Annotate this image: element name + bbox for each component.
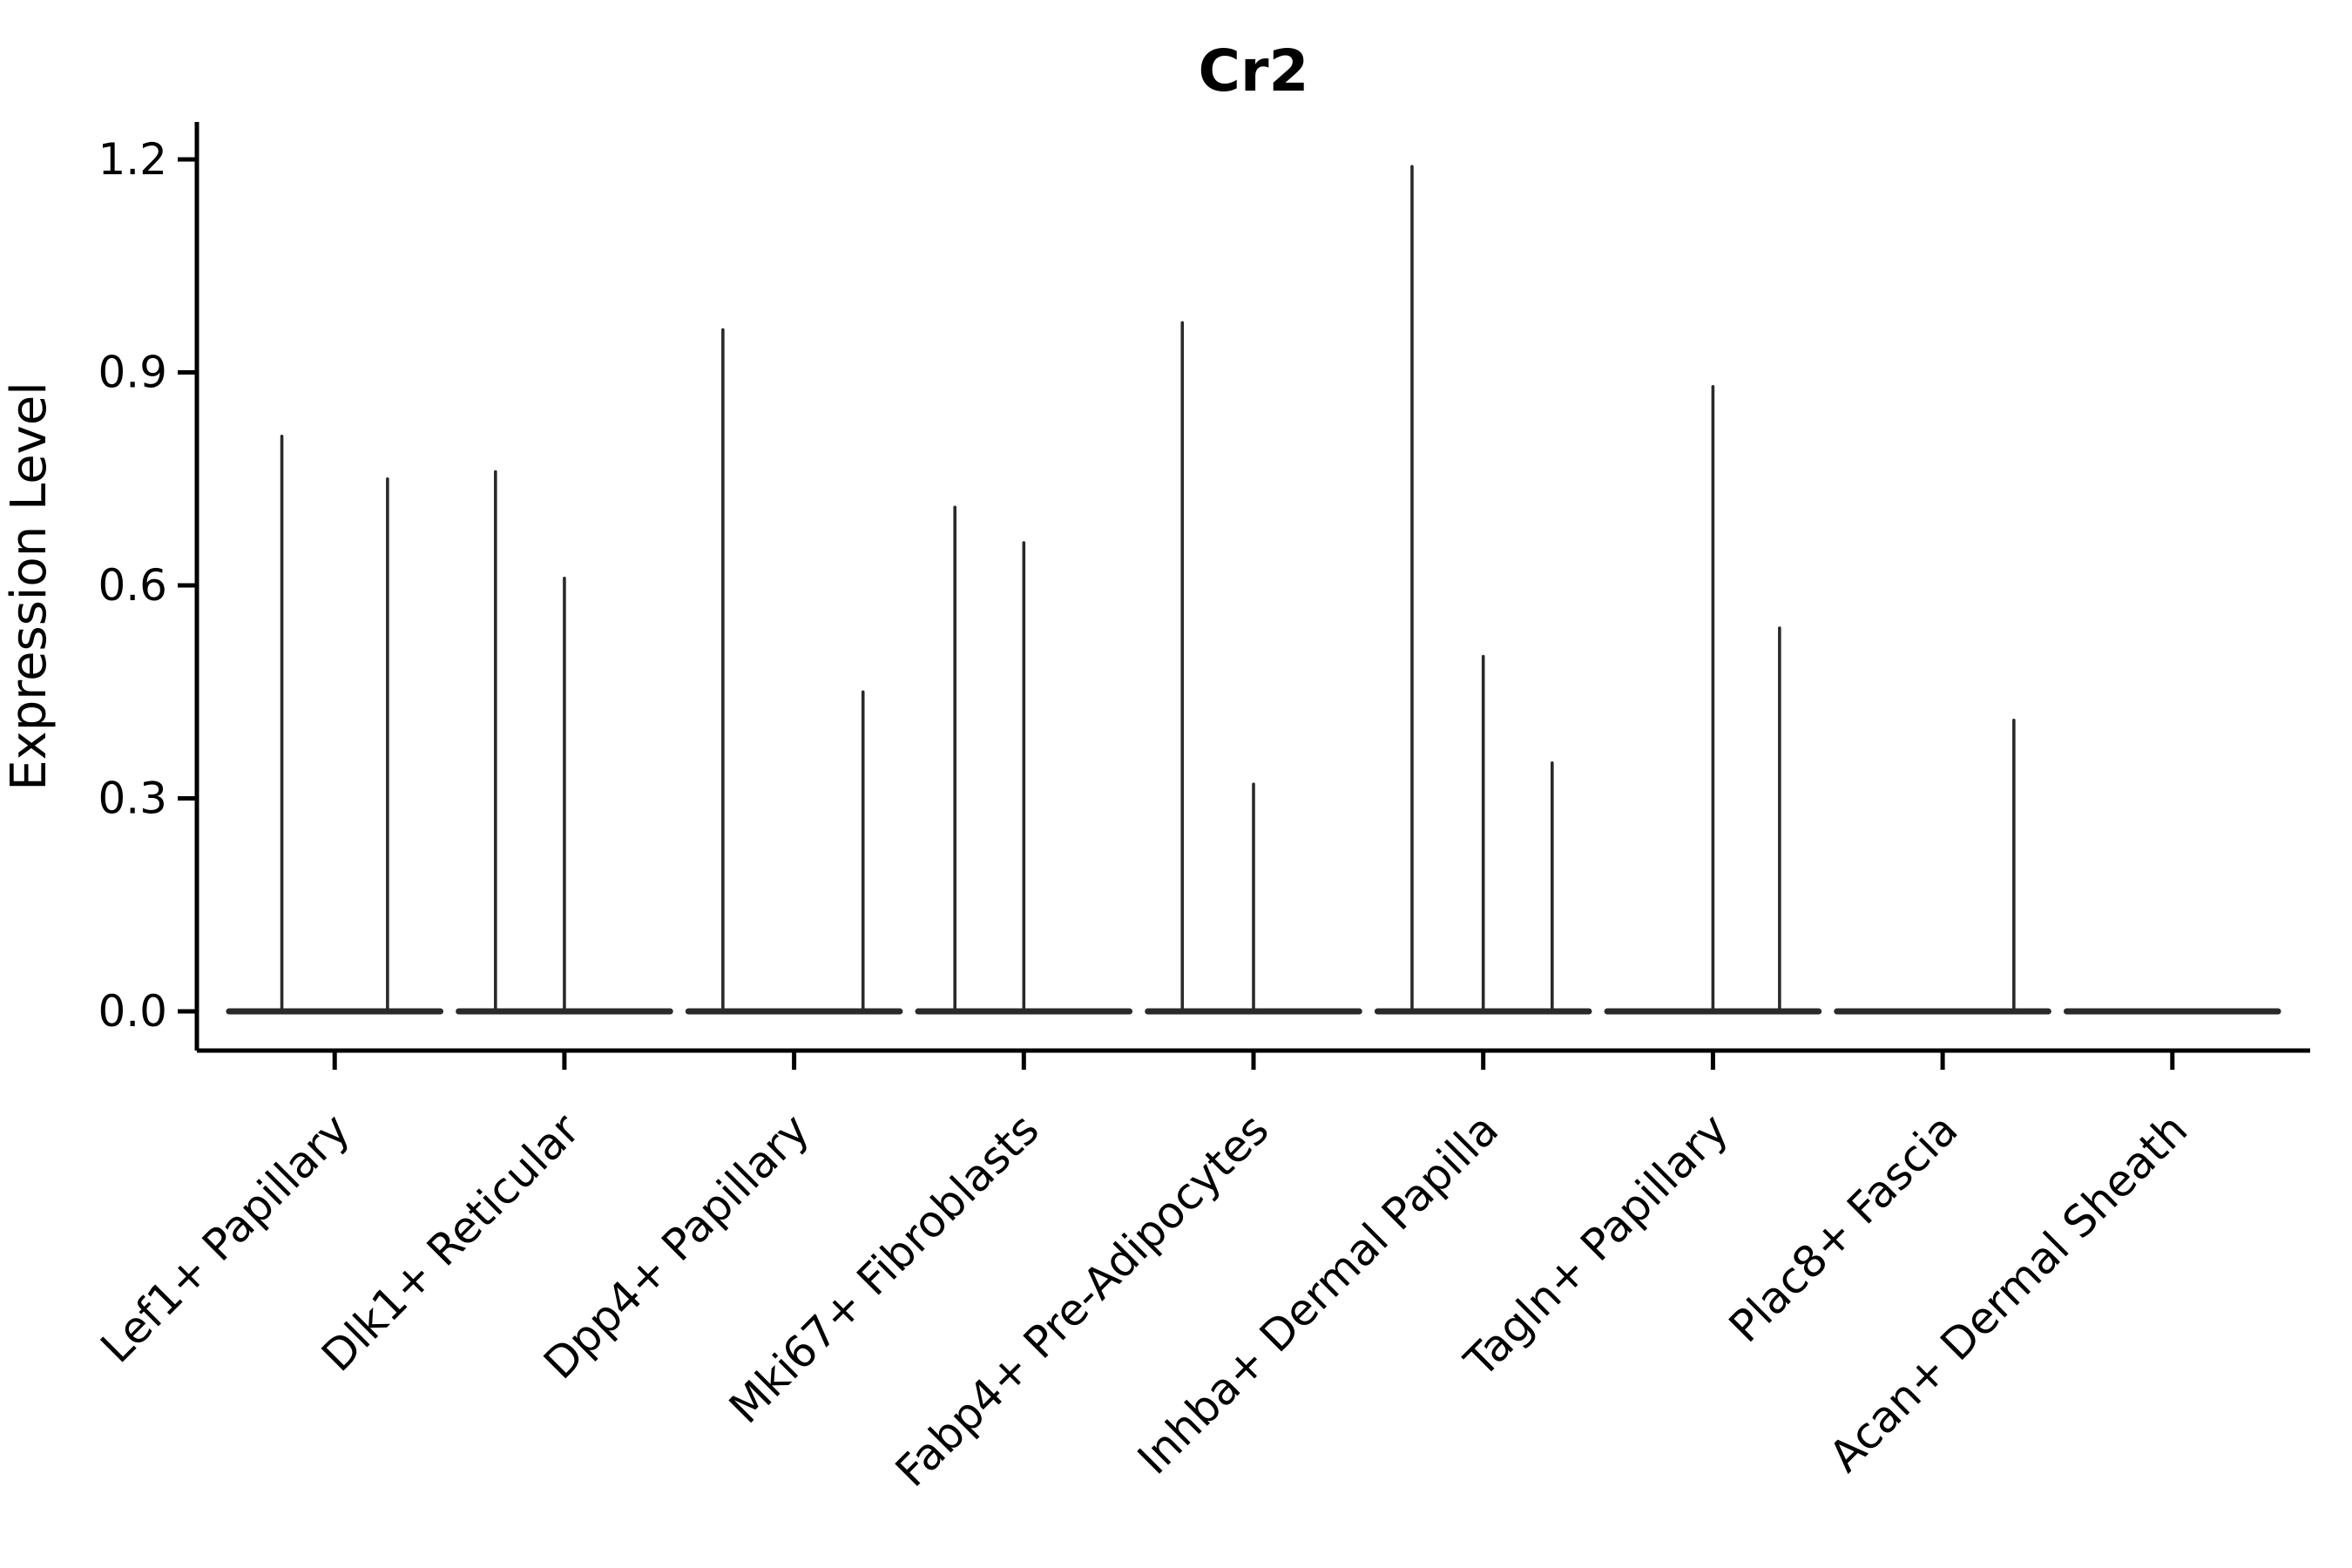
y-axis-ticks: 0.0 0.3 0.6 0.9 1.2: [98, 134, 197, 1037]
y-tick-label: 0.9: [98, 348, 167, 398]
y-tick-label: 0.0: [98, 986, 167, 1037]
violins: [226, 165, 2281, 1015]
x-tick-label: Lef1+ Papillary: [91, 1104, 360, 1372]
y-tick-label: 0.6: [98, 560, 167, 611]
y-tick-label: 1.2: [98, 134, 167, 185]
x-tick-label: Fabp4+ Pre-Adipocytes: [886, 1104, 1279, 1497]
y-axis-title: Expression Level: [1, 382, 57, 791]
x-tick-label: Plac8+ Fascia: [1720, 1104, 1968, 1352]
y-tick-label: 0.3: [98, 774, 167, 824]
chart-title: Cr2: [1199, 37, 1309, 105]
